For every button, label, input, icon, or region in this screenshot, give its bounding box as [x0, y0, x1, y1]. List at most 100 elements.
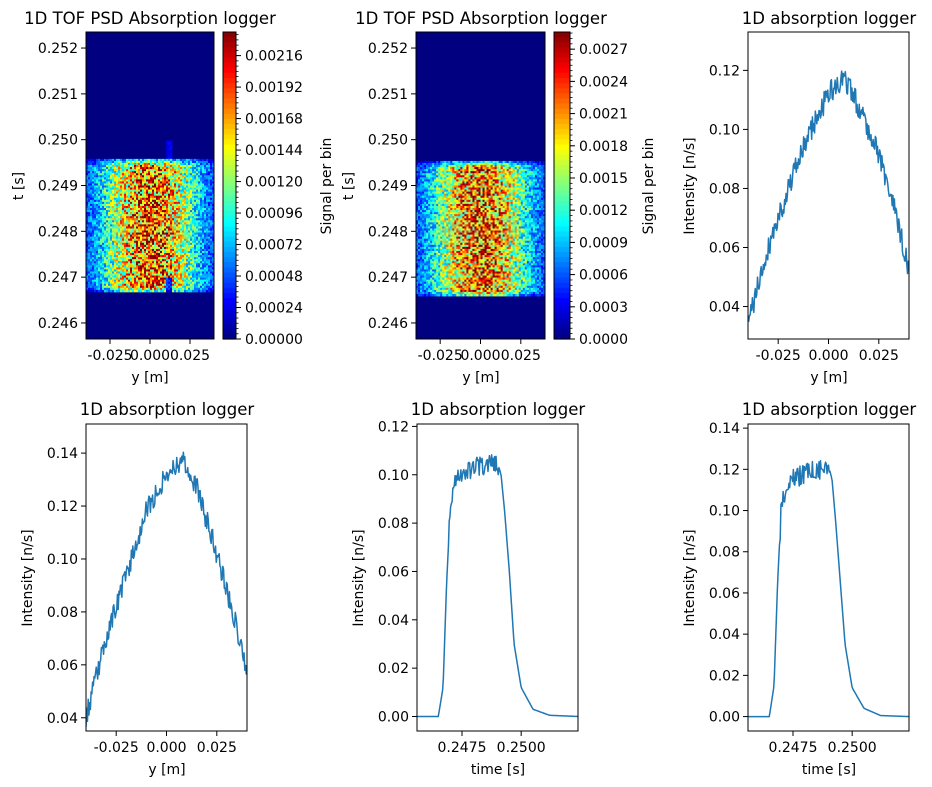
heatmap-cell — [192, 177, 195, 180]
heatmap-cell — [102, 201, 105, 205]
heatmap-cell — [434, 179, 437, 182]
heatmap-cell — [452, 177, 455, 180]
heatmap-cell — [88, 244, 91, 248]
heatmap-cell — [198, 287, 201, 291]
heatmap-cell — [150, 201, 153, 205]
heatmap-cell — [124, 259, 127, 262]
heatmap-cell — [150, 287, 153, 291]
heatmap-cell — [112, 236, 115, 240]
heatmap-cell — [100, 199, 103, 203]
heatmap-cell — [206, 197, 209, 201]
heatmap-cell — [118, 165, 121, 168]
heatmap-cell — [186, 187, 189, 190]
heatmap-cell — [428, 177, 431, 180]
heatmap-cell — [108, 271, 111, 274]
heatmap-cell — [204, 261, 207, 264]
heatmap-cell — [134, 205, 137, 209]
heatmap-cell — [192, 273, 195, 276]
heatmap-cell — [450, 167, 453, 170]
heatmap-cell — [92, 216, 95, 219]
heatmap-cell — [168, 148, 171, 152]
heatmap-cell — [128, 253, 131, 256]
heatmap-cell — [482, 175, 485, 178]
heatmap-cell — [158, 171, 161, 174]
heatmap-cell — [90, 181, 93, 184]
heatmap-cell — [110, 240, 113, 244]
heatmap-cell — [448, 160, 451, 164]
heatmap-cell — [94, 236, 97, 240]
heatmap-cell — [116, 255, 119, 258]
heatmap-cell — [204, 203, 207, 207]
heatmap-cell — [448, 179, 451, 182]
heatmap-cell — [162, 185, 165, 188]
heatmap-cell — [462, 171, 465, 174]
heatmap-cell — [100, 169, 103, 172]
heatmap-cell — [200, 201, 203, 205]
heatmap-cell — [484, 162, 487, 166]
heatmap-cell — [192, 242, 195, 246]
heatmap-cell — [94, 261, 97, 264]
heatmap-cell — [114, 242, 117, 246]
heatmap-cell — [160, 177, 163, 180]
heatmap-cell — [184, 203, 187, 207]
heatmap-cell — [498, 179, 502, 182]
heatmap-cell — [132, 218, 135, 221]
heatmap-cell — [156, 175, 159, 178]
heatmap-cell — [168, 156, 171, 160]
heatmap-cell — [134, 250, 137, 254]
heatmap-cell — [202, 222, 205, 225]
heatmap-cell — [132, 257, 135, 260]
colorbar-segment — [223, 211, 236, 217]
heatmap-cell — [168, 205, 171, 209]
heatmap-cell — [128, 175, 131, 178]
heatmap-cell — [140, 255, 143, 258]
heatmap-cell — [96, 212, 99, 215]
heatmap-cell — [144, 283, 147, 287]
heatmap-cell — [118, 169, 121, 172]
heatmap-cell — [100, 232, 103, 236]
heatmap-cell — [168, 253, 171, 256]
heatmap-cell — [460, 160, 463, 164]
heatmap-cell — [184, 160, 187, 164]
heatmap-cell — [198, 279, 201, 283]
heatmap-cell — [506, 171, 510, 174]
heatmap-cell — [118, 250, 121, 254]
heatmap-cell — [120, 205, 123, 209]
heatmap-cell — [144, 257, 147, 260]
heatmap-cell — [170, 248, 173, 252]
heatmap-cell — [156, 193, 159, 197]
heatmap-cell — [158, 183, 161, 186]
heatmap-cell — [160, 279, 163, 283]
heatmap-cell — [184, 224, 187, 227]
heatmap-cell — [134, 232, 137, 236]
heatmap-cell — [126, 187, 129, 190]
heatmap-cell — [194, 283, 197, 287]
y-tick-label: 0.246 — [38, 316, 78, 332]
heatmap-cell — [526, 160, 530, 164]
heatmap-cell — [116, 248, 119, 252]
heatmap-cell — [496, 173, 500, 176]
heatmap-cell — [132, 189, 135, 193]
heatmap-cell — [136, 240, 139, 244]
heatmap-cell — [140, 271, 143, 274]
heatmap-cell — [154, 255, 157, 258]
heatmap-cell — [122, 197, 125, 201]
heatmap-cell — [106, 220, 109, 223]
heatmap-cell — [94, 158, 97, 162]
heatmap-cell — [94, 285, 97, 289]
heatmap-cell — [200, 179, 203, 182]
heatmap-cell — [92, 185, 95, 188]
heatmap-cell — [200, 175, 203, 178]
heatmap-cell — [106, 259, 109, 262]
heatmap-cell — [90, 250, 93, 254]
heatmap-cell — [118, 189, 121, 193]
heatmap-cell — [126, 158, 129, 162]
heatmap-cell — [516, 177, 520, 180]
heatmap-cell — [122, 283, 125, 287]
heatmap-cell — [86, 210, 89, 213]
heatmap-cell — [192, 158, 195, 162]
heatmap-cell — [158, 281, 161, 285]
heatmap-cell — [438, 169, 441, 172]
heatmap-cell — [436, 173, 439, 176]
heatmap-cell — [172, 191, 175, 195]
